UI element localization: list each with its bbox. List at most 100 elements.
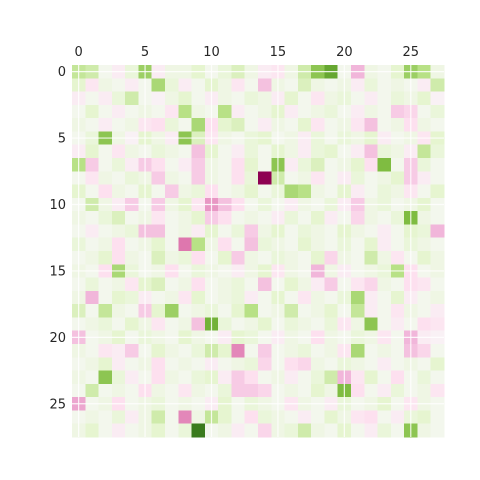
heatmap-cell [351,171,365,185]
heatmap-cell [284,211,299,225]
heatmap-cell [351,317,365,332]
heatmap-cell [311,423,325,438]
heatmap-cell [178,171,192,185]
heatmap-cell [111,171,126,185]
heatmap-cell [377,118,392,132]
heatmap-cell [324,251,339,265]
heatmap-cell [151,91,166,106]
heatmap-cell [244,211,259,225]
heatmap-cell [98,224,113,239]
heatmap-cell [284,144,299,159]
heatmap-cell [231,410,246,425]
heatmap-cell [351,423,365,438]
heatmap-cell [430,383,445,398]
heatmap-cell [178,224,192,239]
heatmap-cell [390,158,405,172]
heatmap-cell [351,224,365,239]
y-tick-label: 10 [49,198,66,213]
heatmap-cell [191,118,206,132]
heatmap-cell [417,357,432,371]
heatmap-cell [377,251,392,265]
heatmap-cell [178,344,192,358]
heatmap-cell [284,317,299,332]
heatmap-cell [284,277,299,292]
heatmap-cell [311,144,325,159]
heatmap-cell [377,158,392,172]
heatmap-cell [151,290,166,305]
heatmap-cell [85,104,99,119]
heatmap-cell [430,277,445,292]
heatmap-cell [377,184,392,199]
heatmap-cell [284,78,299,92]
heatmap-cell [258,104,272,119]
heatmap-cell [244,304,259,318]
heatmap-cell [297,184,312,199]
heatmap-cell [231,158,246,172]
heatmap-cell [417,277,432,292]
heatmap-cell [98,91,113,106]
heatmap-cell [191,423,206,438]
heatmap-cell [297,277,312,292]
heatmap-cell [351,237,365,252]
heatmap-cell [430,304,445,318]
heatmap-cell [364,171,378,185]
heatmap-cell [111,184,126,199]
heatmap-cell [297,304,312,318]
heatmap-cell [390,118,405,132]
heatmap-cell [111,344,126,358]
heatmap-cell [165,357,179,371]
heatmap-cell [85,251,99,265]
heatmap-cell [377,410,392,425]
heatmap-cell [364,211,378,225]
heatmap-cell [191,251,206,265]
heatmap-cell [165,344,179,358]
heatmap-cell [430,290,445,305]
heatmap-cell [284,91,299,106]
heatmap-cell [85,158,99,172]
heatmap-cell [364,118,378,132]
heatmap-cell [178,237,192,252]
heatmap-cell [284,290,299,305]
heatmap-cell [231,357,246,371]
heatmap-cell [311,118,325,132]
heatmap-cell [191,290,206,305]
heatmap-cell [297,144,312,159]
heatmap-cell [85,144,99,159]
heatmap-cell [191,91,206,106]
heatmap-cell [178,91,192,106]
heatmap-cell [311,251,325,265]
heatmap-cell [430,91,445,106]
heatmap-cell [311,104,325,119]
heatmap-cell [258,251,272,265]
heatmap-cell [191,277,206,292]
heatmap-cell [178,184,192,199]
heatmap-cell [297,237,312,252]
heatmap-cell [151,118,166,132]
heatmap-cell [351,104,365,119]
heatmap-cell [311,211,325,225]
heatmap-cell [165,237,179,252]
heatmap-cell [297,104,312,119]
heatmap-cell [178,158,192,172]
heatmap-cell [218,370,232,385]
heatmap-cell [324,344,339,358]
heatmap-cell [258,383,272,398]
heatmap-cell [231,251,246,265]
heatmap-cell [151,410,166,425]
heatmap-cell [231,78,246,92]
heatmap-cell [111,357,126,371]
heatmap-cell [151,251,166,265]
heatmap-cell [85,344,99,358]
heatmap-cell [377,383,392,398]
heatmap-cell [244,290,259,305]
heatmap-cell [417,91,432,106]
heatmap-cell [311,410,325,425]
heatmap-cell [98,251,113,265]
heatmap-cell [125,91,139,106]
heatmap-cell [125,118,139,132]
heatmap-cell [151,78,166,92]
heatmap-cell [125,78,139,92]
heatmap-cell [377,171,392,185]
x-tick-label: 20 [336,45,353,60]
heatmap-cell [125,410,139,425]
